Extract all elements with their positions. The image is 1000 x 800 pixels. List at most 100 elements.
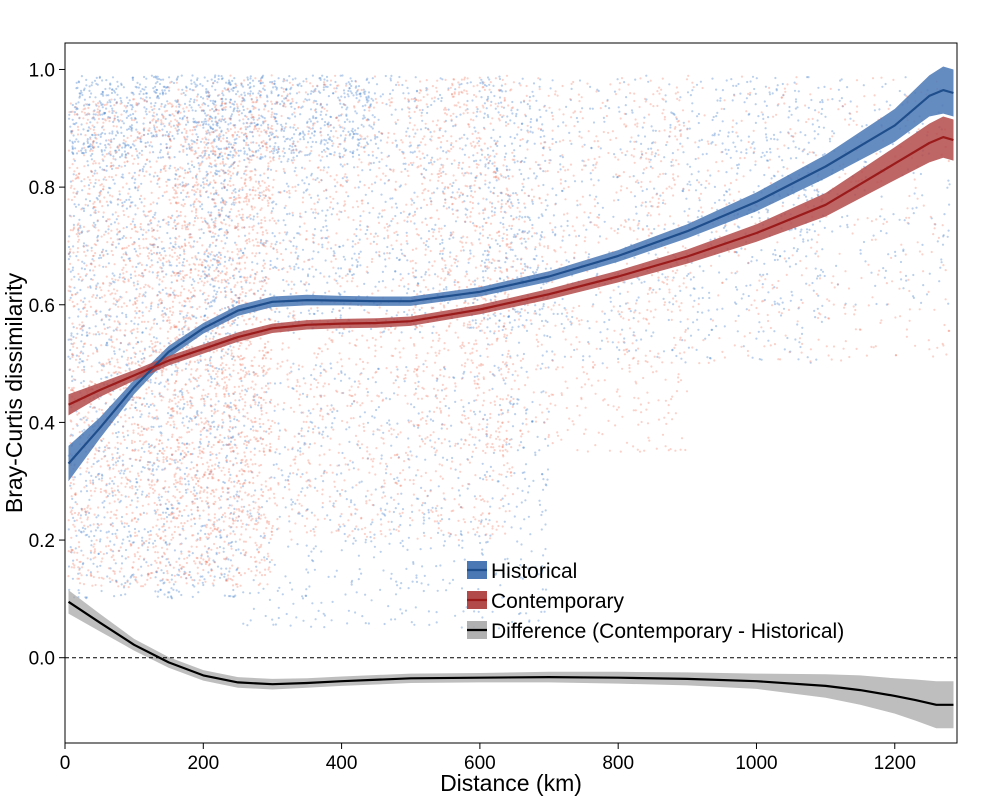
data-point	[160, 102, 163, 106]
data-point	[541, 354, 544, 357]
data-point	[383, 622, 386, 626]
data-point	[283, 97, 286, 100]
data-point	[392, 510, 395, 514]
data-point	[216, 170, 219, 173]
data-point	[384, 258, 387, 261]
data-point	[86, 129, 89, 132]
data-point	[338, 275, 341, 278]
data-point	[390, 496, 393, 499]
data-point	[103, 516, 106, 519]
data-point	[510, 227, 513, 230]
data-point	[507, 502, 510, 506]
data-point	[123, 409, 126, 412]
data-point	[555, 141, 558, 144]
data-point	[233, 203, 236, 206]
data-point	[191, 315, 194, 318]
data-point	[173, 156, 176, 159]
data-point	[206, 173, 209, 176]
data-point	[348, 440, 351, 443]
data-point	[375, 408, 378, 412]
data-point	[527, 194, 531, 197]
data-point	[216, 81, 219, 84]
data-point	[141, 331, 144, 334]
data-point	[157, 220, 160, 223]
data-point	[357, 153, 361, 157]
data-point	[450, 143, 453, 147]
data-point	[519, 101, 523, 104]
data-point	[413, 201, 416, 204]
data-point	[101, 79, 104, 82]
data-point	[194, 83, 197, 86]
data-point	[263, 556, 266, 559]
data-point	[645, 329, 648, 332]
data-point	[383, 330, 386, 333]
data-point	[580, 180, 584, 183]
data-point	[486, 326, 489, 329]
data-point	[176, 405, 179, 408]
data-point	[454, 468, 457, 471]
data-point	[420, 438, 423, 441]
data-point	[490, 210, 493, 213]
data-point	[90, 544, 93, 547]
data-point	[118, 149, 121, 152]
data-point	[215, 173, 219, 176]
data-point	[349, 132, 352, 136]
data-point	[350, 257, 354, 260]
data-point	[136, 104, 139, 107]
data-point	[295, 92, 299, 95]
data-point	[104, 132, 107, 135]
data-point	[79, 224, 82, 227]
data-point	[262, 74, 265, 77]
data-point	[306, 153, 309, 157]
data-point	[794, 338, 797, 341]
data-point	[414, 606, 417, 609]
data-point	[78, 232, 81, 235]
data-point	[314, 618, 317, 621]
data-point	[85, 78, 88, 81]
data-point	[473, 399, 476, 402]
data-point	[165, 543, 168, 546]
data-point	[71, 497, 74, 500]
data-point	[373, 116, 376, 119]
data-point	[713, 185, 717, 188]
data-point	[358, 99, 361, 102]
data-point	[79, 530, 82, 533]
data-point	[511, 425, 515, 428]
data-point	[525, 141, 529, 144]
data-point	[346, 622, 349, 625]
data-point	[428, 261, 431, 264]
data-point	[115, 87, 118, 90]
data-point	[93, 118, 96, 121]
data-point	[301, 514, 304, 518]
data-point	[205, 138, 208, 141]
data-point	[763, 262, 766, 265]
data-point	[196, 77, 199, 80]
data-point	[242, 105, 245, 108]
data-point	[134, 204, 137, 207]
data-point	[479, 159, 482, 162]
data-point	[538, 308, 541, 311]
data-point	[516, 133, 519, 136]
data-point	[178, 502, 181, 505]
data-point	[275, 266, 278, 269]
data-point	[251, 131, 254, 134]
data-point	[134, 117, 137, 120]
data-point	[190, 146, 193, 149]
data-point	[267, 123, 270, 126]
data-point	[814, 316, 817, 319]
data-point	[493, 364, 496, 367]
data-point	[223, 171, 226, 174]
data-point	[154, 101, 157, 105]
data-point	[719, 97, 722, 100]
data-point	[369, 523, 373, 526]
data-point	[195, 138, 199, 141]
data-point	[473, 126, 476, 129]
data-point	[161, 194, 164, 197]
data-point	[230, 88, 233, 91]
data-point	[412, 561, 415, 564]
data-point	[175, 264, 178, 267]
data-point	[214, 154, 217, 157]
data-point	[285, 138, 288, 141]
data-point	[229, 122, 232, 125]
data-point	[316, 194, 319, 197]
